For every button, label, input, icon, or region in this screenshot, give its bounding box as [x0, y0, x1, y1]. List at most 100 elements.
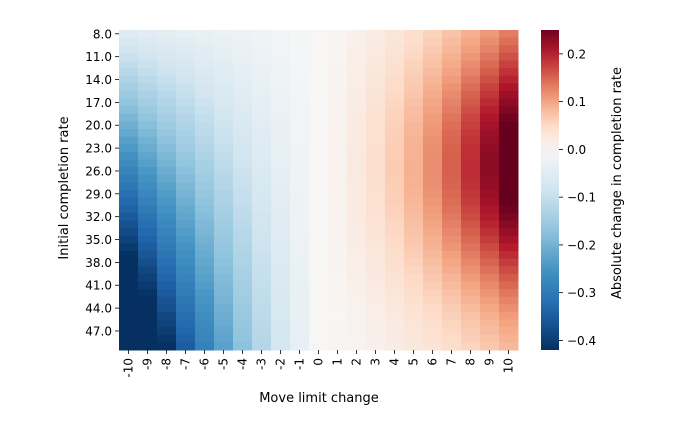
colorbar-tick-label: −0.2 — [567, 238, 596, 252]
heatmap-cell — [385, 190, 405, 199]
x-axis-ticks: -10 -9 -8 -7 -6 -5 -4 -3 -2 -1 0 1 2 3 4 5 6 7 8 9 10 — [122, 350, 516, 378]
heatmap-cell — [328, 113, 348, 122]
heatmap-cell — [309, 121, 329, 130]
heatmap-cell — [366, 129, 386, 138]
heatmap-cell — [195, 174, 215, 183]
heatmap-cell — [347, 159, 367, 168]
heatmap-cell — [480, 121, 500, 130]
heatmap-cell — [290, 60, 310, 69]
heatmap-cell — [233, 136, 253, 145]
heatmap-cell — [499, 243, 519, 252]
heatmap-cell — [176, 311, 196, 321]
heatmap-cell — [195, 75, 215, 84]
heatmap-cell — [157, 258, 177, 267]
heatmap-cell — [138, 68, 158, 77]
heatmap-cell — [347, 228, 367, 237]
heatmap-cell — [442, 113, 462, 122]
heatmap-cell — [138, 136, 158, 145]
heatmap-cell — [252, 68, 272, 77]
heatmap-cell — [461, 266, 481, 275]
heatmap-cell — [385, 167, 405, 176]
heatmap-cell — [290, 197, 310, 206]
heatmap-cell — [404, 75, 424, 84]
heatmap-cell — [176, 68, 196, 77]
heatmap-cell — [404, 190, 424, 199]
heatmap-cell — [252, 334, 272, 343]
heatmap-cell — [404, 289, 424, 298]
heatmap-cell — [119, 121, 139, 130]
heatmap-cell — [423, 258, 443, 267]
heatmap-cell — [157, 250, 177, 260]
x-tick-label: 4 — [388, 358, 402, 366]
heatmap-cell — [366, 151, 386, 161]
heatmap-cell — [252, 121, 272, 130]
heatmap-cell — [195, 228, 215, 237]
heatmap-cell — [404, 60, 424, 69]
heatmap-cell — [176, 106, 196, 115]
heatmap-cell — [328, 144, 348, 153]
heatmap-cell — [309, 212, 329, 221]
heatmap-cell — [309, 167, 329, 176]
heatmap-cell — [138, 159, 158, 168]
heatmap-cell — [195, 266, 215, 275]
heatmap-cell — [423, 174, 443, 183]
heatmap-cell — [461, 304, 481, 313]
heatmap-cell — [214, 266, 234, 275]
heatmap-cell — [347, 52, 367, 61]
heatmap-cell — [328, 327, 348, 336]
heatmap-cell — [290, 220, 310, 229]
heatmap-cell — [328, 212, 348, 221]
heatmap-cell — [480, 197, 500, 206]
heatmap-cell — [176, 113, 196, 122]
heatmap-cell — [214, 129, 234, 138]
heatmap-cell — [309, 30, 329, 39]
heatmap-cell — [309, 296, 329, 305]
heatmap-cell — [423, 90, 443, 100]
heatmap-cell — [309, 334, 329, 343]
heatmap-cell — [176, 205, 196, 214]
heatmap-cell — [214, 151, 234, 161]
heatmap-cell — [252, 106, 272, 115]
heatmap-cell — [119, 45, 139, 54]
heatmap-cell — [119, 243, 139, 252]
colorbar-tick-label: −0.3 — [567, 286, 596, 300]
heatmap-cell — [309, 75, 329, 84]
heatmap-cell — [480, 258, 500, 267]
heatmap-cell — [347, 289, 367, 298]
heatmap-cell — [271, 296, 291, 305]
heatmap-cell — [366, 250, 386, 260]
heatmap-cell — [290, 235, 310, 244]
heatmap-cell — [480, 159, 500, 168]
heatmap-cell — [138, 167, 158, 176]
heatmap-cell — [499, 304, 519, 313]
heatmap-cell — [290, 311, 310, 321]
heatmap-cell — [385, 281, 405, 290]
heatmap-cell — [423, 327, 443, 336]
heatmap-cell — [347, 90, 367, 100]
heatmap-cell — [233, 228, 253, 237]
heatmap-cell — [442, 281, 462, 290]
heatmap-cell — [290, 304, 310, 313]
heatmap-cell — [499, 296, 519, 305]
heatmap-cell — [119, 151, 139, 161]
heatmap-cell — [499, 311, 519, 321]
heatmap-cell — [347, 281, 367, 290]
heatmap-cell — [404, 52, 424, 61]
heatmap-cell — [328, 121, 348, 130]
heatmap-cell — [176, 289, 196, 298]
heatmap-cell — [480, 190, 500, 199]
heatmap-cell — [328, 98, 348, 107]
heatmap-cell — [347, 250, 367, 260]
heatmap-cell — [499, 45, 519, 54]
heatmap-cell — [461, 159, 481, 168]
heatmap-cell — [119, 327, 139, 336]
heatmap-cell — [385, 258, 405, 267]
heatmap-cell — [366, 75, 386, 84]
heatmap-cell — [138, 220, 158, 229]
heatmap-cell — [157, 281, 177, 290]
heatmap-cell — [347, 68, 367, 77]
heatmap-cell — [138, 197, 158, 206]
heatmap-cell — [271, 182, 291, 191]
heatmap-cell — [290, 205, 310, 214]
heatmap-cell — [385, 212, 405, 221]
